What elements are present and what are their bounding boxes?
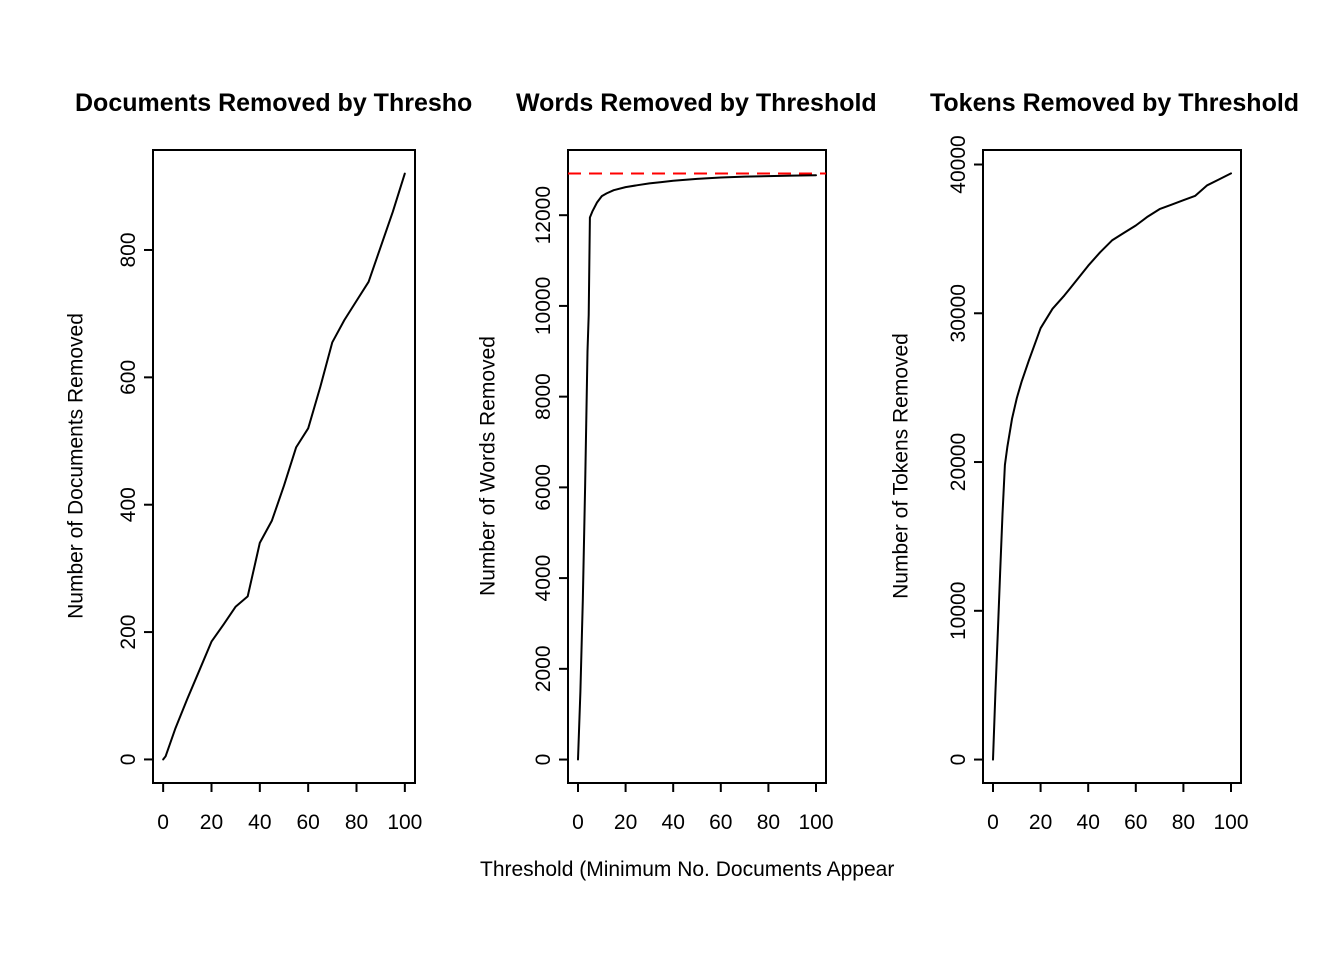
chart1-x-tick-label: 80 [345,811,368,834]
chart2-title: Words Removed by Threshold [516,89,877,117]
chart2-x-tick-label: 40 [662,811,685,834]
chart3-y-tick-label: 20000 [947,433,970,491]
chart2-y-tick-label: 2000 [532,645,555,692]
chart2-x-tick-label: 20 [614,811,637,834]
chart2-y-tick-label: 12000 [532,186,555,244]
chart1-title: Documents Removed by Thresho [75,89,473,117]
chart2-y-tick-label: 0 [532,754,555,766]
chart3-x-tick-label: 40 [1077,811,1100,834]
chart3-x-tick-label: 20 [1029,811,1052,834]
chart3-data-line [992,172,1232,761]
chart1-y-tick-label: 400 [117,487,140,522]
chart2-x-axis-label: Threshold (Minimum No. Documents Appear [480,858,895,881]
chart1-x-tick-label: 20 [200,811,223,834]
chart1-y-tick-label: 0 [117,754,140,766]
chart1-x-tick-label: 60 [296,811,319,834]
chart1-plot-box [152,149,416,784]
chart1-y-tick-label: 800 [117,232,140,267]
chart3-x-tick-label: 100 [1213,811,1248,834]
chart2-plot-box [567,149,827,784]
chart3-y-tick-label: 30000 [947,284,970,342]
chart2-y-tick-label: 10000 [532,277,555,335]
chart2-y-tick-label: 6000 [532,464,555,511]
chart2-data-line [577,174,817,761]
chart1-x-tick-label: 40 [248,811,271,834]
chart3-x-tick-label: 60 [1124,811,1147,834]
chart2-x-tick-label: 0 [572,811,584,834]
chart3-x-tick-label: 80 [1172,811,1195,834]
chart3-plot-box [982,149,1242,784]
chart1-x-tick-label: 0 [157,811,169,834]
chart3-title: Tokens Removed by Threshold [930,89,1300,117]
chart1-data-line [162,172,406,761]
chart2-x-tick-label: 80 [757,811,780,834]
chart1-y-tick-label: 200 [117,615,140,650]
chart3-y-tick-label: 0 [947,754,970,766]
chart3-x-tick-label: 0 [987,811,999,834]
chart1-x-tick-label: 100 [387,811,422,834]
chart2-y-tick-label: 8000 [532,373,555,420]
chart1-y-tick-label: 600 [117,360,140,395]
chart2-x-tick-label: 60 [709,811,732,834]
chart3-y-tick-label: 10000 [947,582,970,640]
chart2-y-tick-label: 4000 [532,555,555,602]
chart2-x-tick-label: 100 [798,811,833,834]
chart3-y-tick-label: 40000 [947,135,970,193]
